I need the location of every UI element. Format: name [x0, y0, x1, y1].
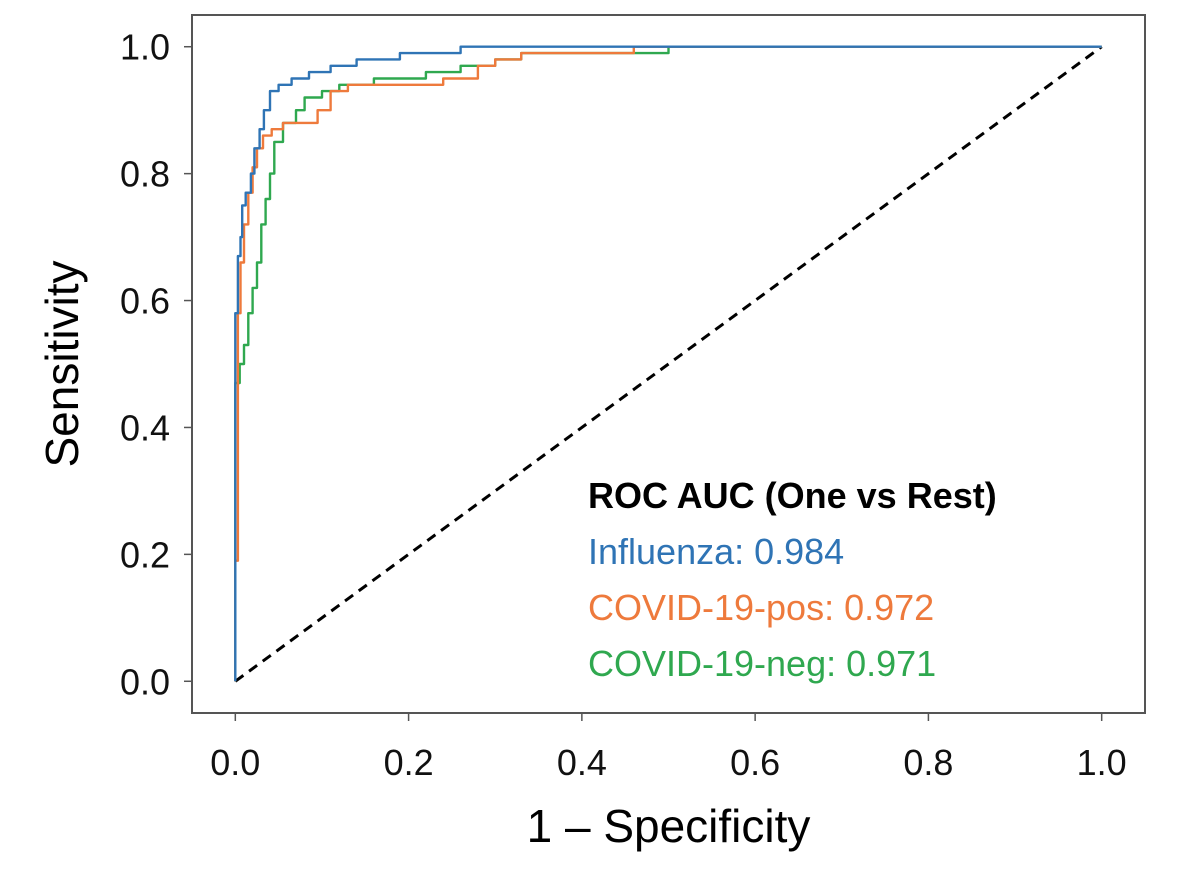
y-tick-label: 0.2	[120, 534, 170, 575]
legend-entry-influenza: Influenza: 0.984	[588, 531, 844, 572]
y-tick-label: 0.8	[120, 154, 170, 195]
x-tick-label: 0.0	[210, 742, 260, 783]
y-axis-label: Sensitivity	[36, 260, 88, 467]
x-tick-label: 0.4	[557, 742, 607, 783]
roc-curve-covid-19-pos	[234, 45, 1102, 682]
roc-curves	[234, 45, 1103, 683]
legend: ROC AUC (One vs Rest) Influenza: 0.984 C…	[588, 475, 997, 684]
legend-title: ROC AUC (One vs Rest)	[588, 475, 997, 516]
roc-curve-influenza	[234, 45, 1102, 682]
y-tick-label: 0.4	[120, 407, 170, 448]
axis-ticks: 0.0 0.2 0.4 0.6 0.8 1.0 0.0 0.2 0.4 0.6 0.8 1.0	[120, 27, 1127, 783]
y-tick-label: 0.6	[120, 281, 170, 322]
x-tick-label: 0.8	[903, 742, 953, 783]
chance-diagonal-line	[234, 45, 1103, 683]
x-tick-label: 0.2	[384, 742, 434, 783]
legend-entry-covid-19-pos: COVID-19-pos: 0.972	[588, 587, 934, 628]
x-tick-label: 1.0	[1077, 742, 1127, 783]
legend-entry-covid-19-neg: COVID-19-neg: 0.971	[588, 643, 936, 684]
y-tick-label: 1.0	[120, 27, 170, 68]
y-tick-label: 0.0	[120, 661, 170, 702]
x-axis-label: 1 – Specificity	[527, 800, 811, 852]
x-tick-label: 0.6	[730, 742, 780, 783]
